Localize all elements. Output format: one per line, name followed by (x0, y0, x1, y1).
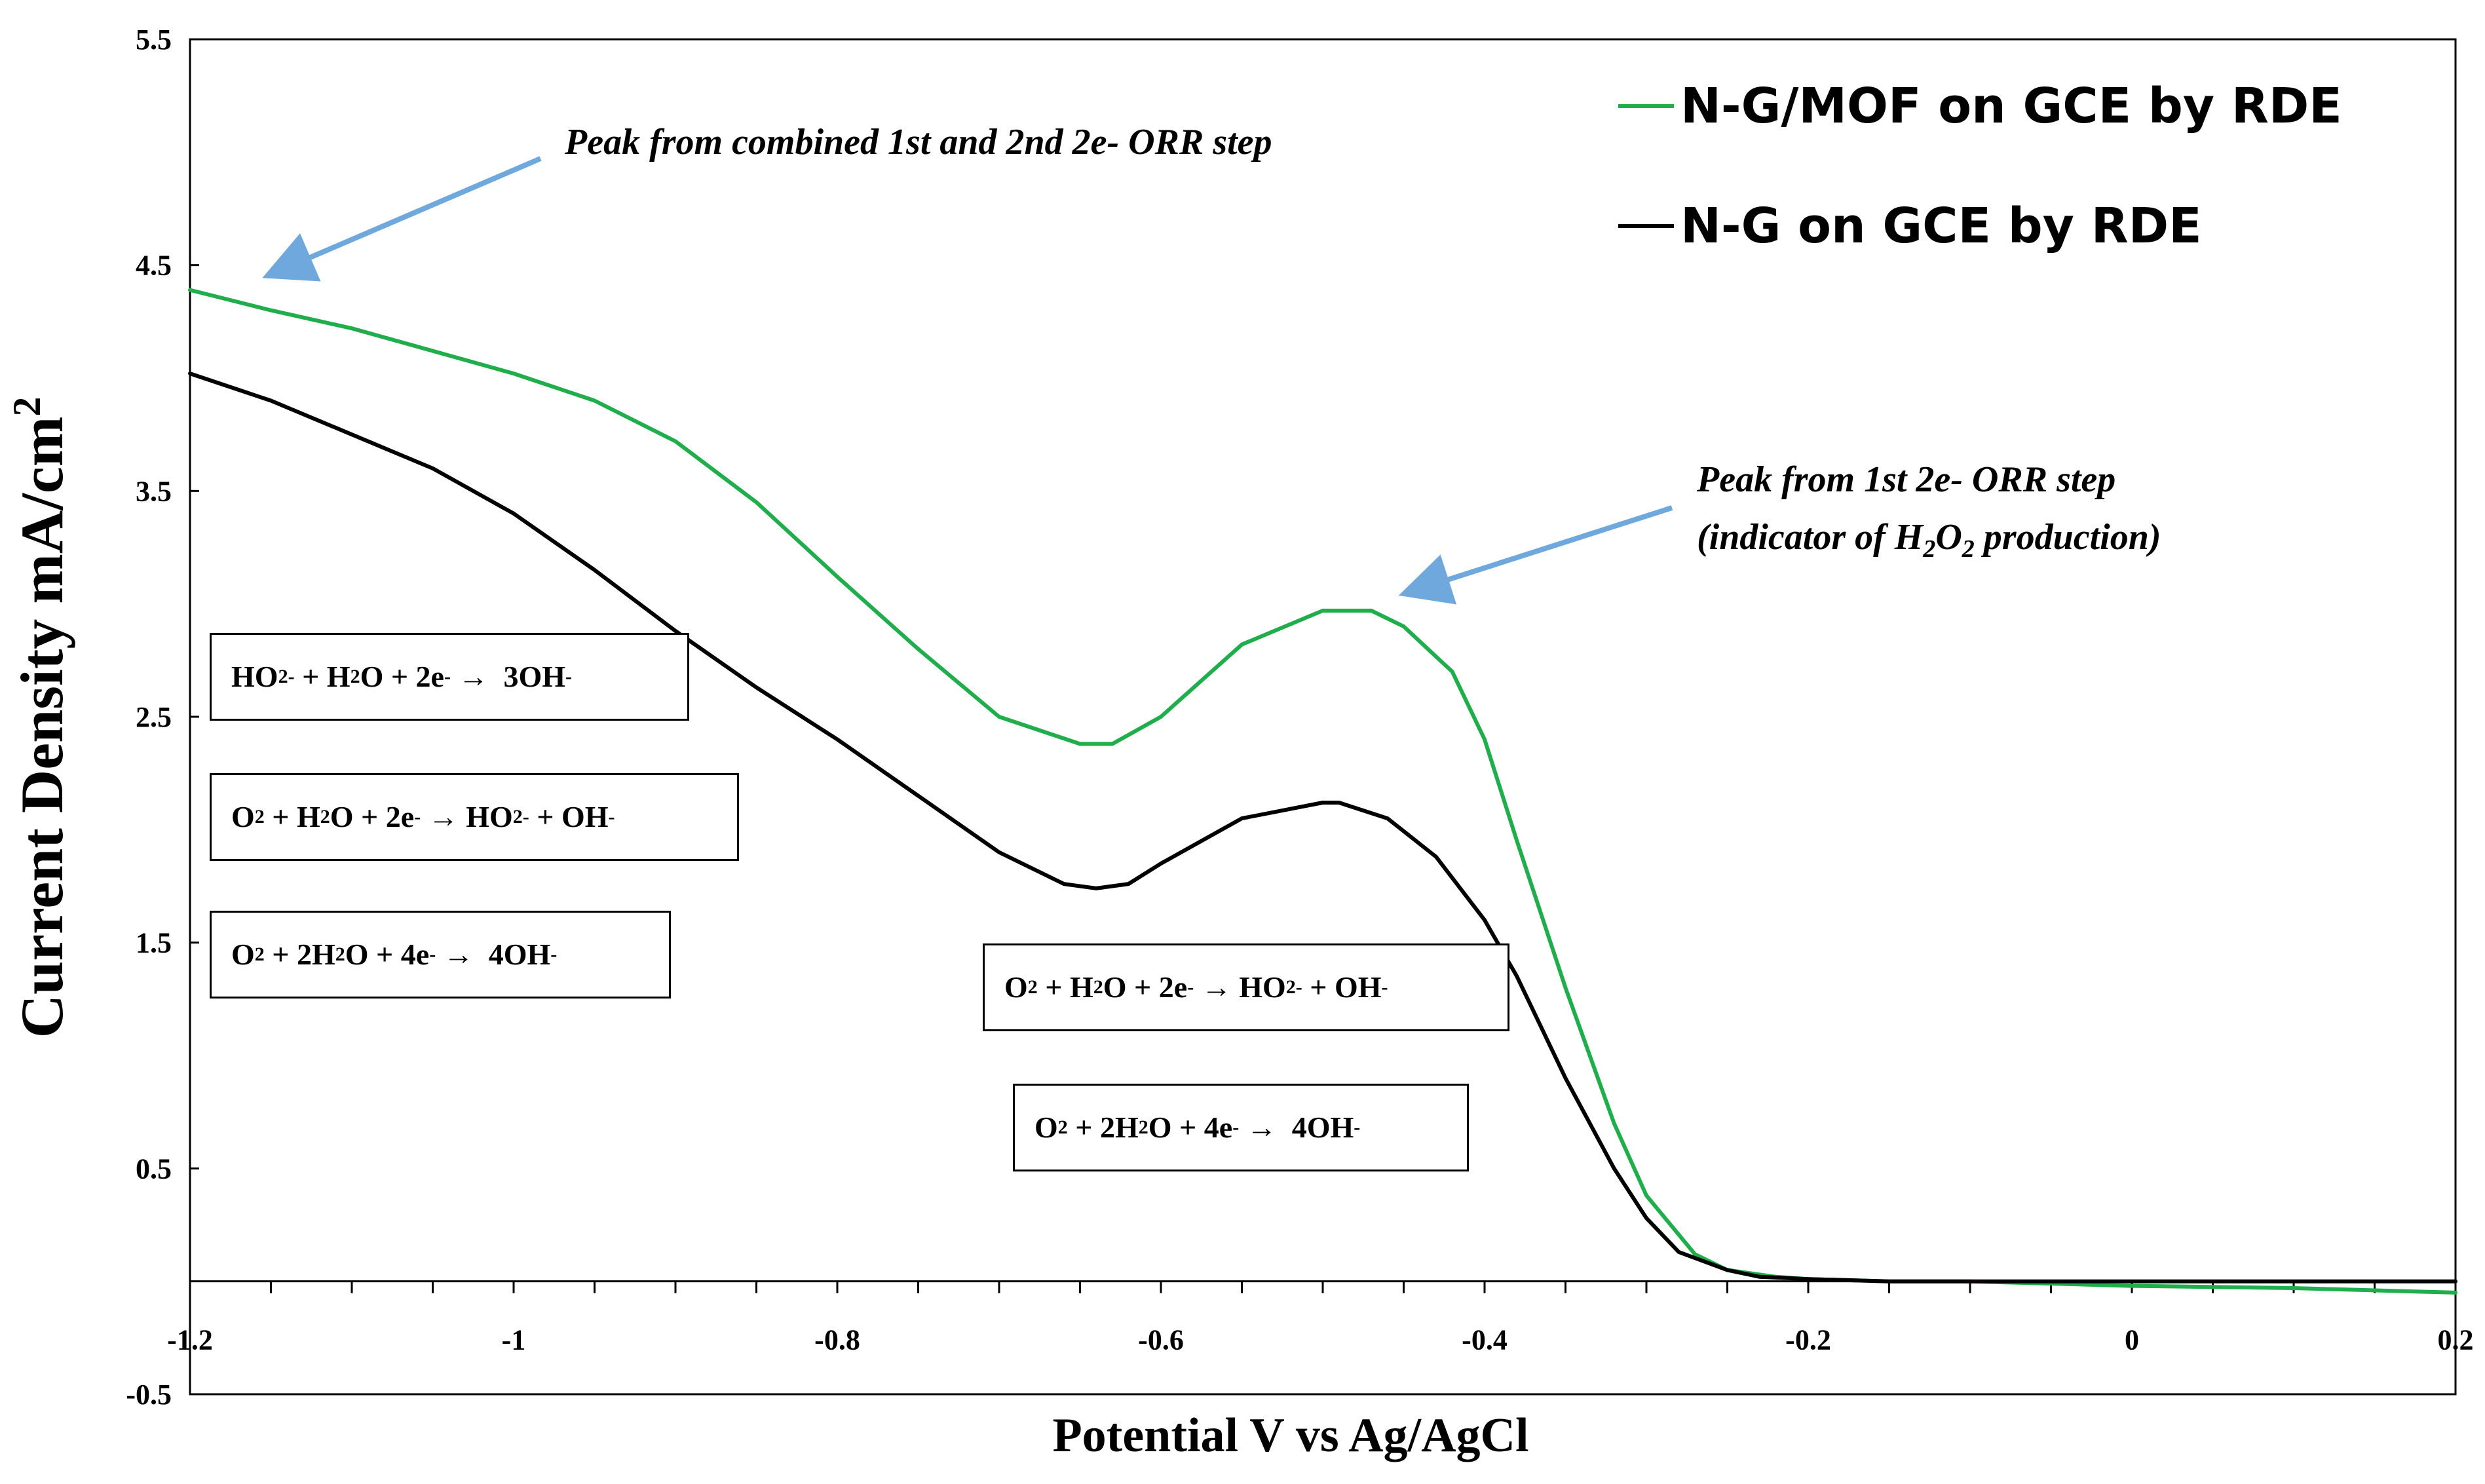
anno2-sub2: 2 (1962, 535, 1975, 563)
x-tick-label: -0.6 (1138, 1324, 1184, 1356)
y-axis-title: Current Density mA/cm2 (5, 397, 75, 1038)
x-tick-label: 0.2 (2438, 1324, 2474, 1356)
anno2-post: production) (1975, 517, 2161, 558)
annotation-arrow-first-step (1398, 505, 1673, 605)
x-axis-tick-labels: -1.2 -1 -0.8 -0.6 -0.4 -0.2 0 0.2 (167, 1324, 2473, 1356)
x-tick-label: -0.4 (1462, 1324, 1508, 1356)
x-tick-label: -0.2 (1785, 1324, 1831, 1356)
y-axis-title-main: Current Density mA/cm (9, 417, 75, 1038)
x-tick-label: -1.2 (167, 1324, 213, 1356)
y-tick-label: 2.5 (136, 701, 172, 733)
y-tick-label: -0.5 (126, 1379, 172, 1411)
y-tick-label: 5.5 (136, 24, 172, 56)
legend-label-ng: N-G on GCE by RDE (1680, 198, 2202, 254)
annotation-text-combined: Peak from combined 1st and 2nd 2e- ORR s… (564, 122, 1272, 162)
x-axis-title: Potential V vs Ag/AgCl (1052, 1409, 1528, 1462)
anno2-mid: O (1935, 517, 1962, 558)
x-tick-label: 0 (2125, 1324, 2139, 1356)
annotation-first-step-peak: Peak from 1st 2e- ORR step (indicator of… (1398, 459, 2161, 605)
y-tick-label: 4.5 (136, 250, 172, 282)
annotation-text-first-step-line2: (indicator of H2O2 production) (1697, 517, 2161, 563)
x-tick-label: -0.8 (814, 1324, 860, 1356)
annotation-text-first-step-line1: Peak from 1st 2e- ORR step (1696, 459, 2115, 500)
annotation-arrow-combined (262, 156, 542, 282)
anno2-pre: (indicator of H (1697, 517, 1924, 558)
anno2-sub1: 2 (1922, 535, 1935, 563)
y-tick-label: 1.5 (136, 927, 172, 959)
x-tick-label: -1 (502, 1324, 526, 1356)
annotation-combined-peak: Peak from combined 1st and 2nd 2e- ORR s… (262, 122, 1272, 282)
y-tick-label: 3.5 (136, 475, 172, 507)
legend-label-ng-mof: N-G/MOF on GCE by RDE (1680, 78, 2342, 134)
series-line-ng (188, 371, 2457, 1284)
y-axis-title-sup: 2 (5, 397, 48, 417)
y-tick-label: 0.5 (136, 1152, 172, 1185)
y-axis-ticks: -0.5 0.5 1.5 2.5 3.5 4.5 5.5 (126, 24, 199, 1411)
legend: N-G/MOF on GCE by RDE N-G on GCE by RDE (1618, 78, 2342, 254)
series-layer (188, 288, 2457, 1295)
